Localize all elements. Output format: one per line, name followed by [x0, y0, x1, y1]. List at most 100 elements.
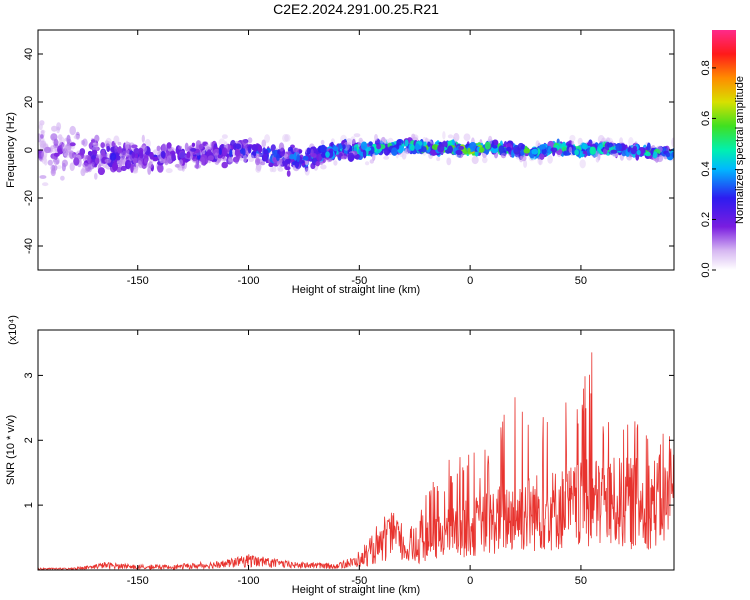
colorbar-tick-label: 0.4	[700, 161, 712, 176]
spectrogram-cell	[184, 142, 189, 152]
spectrogram-cell	[165, 156, 170, 161]
spectrogram-cell	[57, 134, 63, 141]
spectrogram-cell	[309, 146, 317, 154]
spectrogram-cell	[59, 142, 65, 148]
spectrogram-cell	[579, 159, 586, 169]
spectrogram-cell	[520, 149, 525, 156]
spectrogram-cell	[51, 125, 58, 132]
spectrogram-cell	[124, 141, 132, 150]
spectrogram-cell	[82, 162, 89, 168]
spectrogram-cell	[304, 168, 310, 176]
snr-x-tick-label: 0	[467, 575, 473, 587]
spectrogram-cell	[40, 134, 44, 139]
spectrogram-cell	[278, 157, 283, 163]
colorbar-tick-label: 0.2	[700, 212, 712, 227]
spectrogram-cell	[40, 134, 44, 139]
spectrogram-cell	[53, 165, 58, 171]
spectrogram-cell	[644, 151, 651, 157]
spectrogram-cell	[437, 143, 445, 153]
spectrogram-cell	[41, 150, 48, 160]
spectrogram-cell	[391, 147, 398, 156]
spectrogram-y-tick-label: 40	[23, 48, 35, 60]
spectrogram-cell	[111, 140, 116, 148]
spectrogram-cell	[44, 158, 48, 166]
spectrogram-cell	[76, 133, 80, 139]
spectrogram-cell	[538, 158, 543, 165]
spectrogram-cell	[40, 130, 45, 139]
spectrogram-cell	[411, 133, 416, 139]
colorbar-tick-label: 0.0	[700, 262, 712, 277]
spectrogram-cell	[271, 166, 277, 173]
spectrogram-cell	[226, 156, 233, 165]
spectrogram-cell	[255, 166, 262, 173]
spectrogram-cell	[157, 160, 164, 166]
spectrogram-cell	[53, 138, 59, 147]
spectrogram-cell	[82, 165, 86, 174]
spectrogram-cell	[195, 159, 199, 170]
spectrogram-cell	[636, 149, 641, 156]
spectrogram-cell	[104, 158, 112, 163]
spectrogram-cell	[131, 144, 138, 149]
spectrogram-cell	[105, 152, 111, 158]
spectrogram-cell	[257, 153, 263, 157]
spectrogram-cell	[50, 145, 56, 150]
spectrogram-cell	[87, 163, 95, 170]
spectrogram-cell	[401, 150, 407, 160]
spectrogram-cell	[414, 143, 420, 151]
snr-x-tick-label: -50	[351, 575, 367, 587]
spectrogram-cell	[75, 131, 80, 140]
spectrogram-cell	[192, 159, 199, 163]
spectrogram-cell	[152, 149, 159, 154]
spectrogram-cell	[214, 152, 219, 160]
spectrogram-cell	[38, 152, 44, 161]
spectrogram-cell	[353, 133, 361, 138]
spectrogram-cell	[75, 131, 80, 140]
spectrogram-cell	[141, 134, 145, 143]
spectrogram-cell	[56, 122, 62, 131]
spectrogram-cell	[658, 154, 664, 160]
spectrogram-cell	[161, 143, 167, 153]
spectrogram-cell	[132, 169, 139, 174]
spectrogram-cell	[353, 133, 361, 138]
spectrogram-cell	[171, 153, 176, 162]
spectrogram-cell	[53, 152, 60, 157]
spectrogram-cell	[53, 139, 58, 146]
spectrogram-cell	[130, 163, 134, 173]
spectrogram-cell	[207, 155, 214, 161]
spectrogram-cell	[539, 153, 545, 160]
spectrogram-cell	[202, 149, 206, 155]
spectrogram-cell	[39, 139, 47, 146]
spectrogram-cell	[582, 143, 588, 150]
spectrogram-cell	[124, 144, 132, 151]
spectrogram-x-tick-label: 50	[575, 275, 587, 287]
spectrogram-cell	[179, 152, 186, 159]
spectrogram-cell	[55, 159, 59, 165]
spectrogram-cell	[247, 137, 253, 144]
spectrogram-cell	[97, 167, 105, 176]
spectrogram-cell	[234, 148, 241, 157]
snr-y-tick-label: 1	[23, 502, 35, 508]
spectrogram-cell	[671, 151, 674, 158]
spectrogram-cell	[44, 146, 52, 154]
spectrogram-cell	[315, 160, 320, 167]
spectrogram-cell	[346, 138, 352, 145]
spectrogram-cell	[195, 164, 199, 169]
spectrogram-cell	[51, 164, 56, 172]
spectrogram-cell	[469, 142, 477, 150]
spectrogram-cell	[117, 147, 123, 154]
spectrogram-cell	[50, 168, 56, 177]
spectrogram-cell	[260, 161, 266, 166]
spectrogram-cell	[213, 148, 220, 156]
colorbar-ticks: 0.0 0.2 0.4 0.6 0.8	[700, 60, 716, 278]
spectrogram-cell	[191, 142, 195, 147]
spectrogram-cell	[181, 165, 185, 172]
spectrogram-cell	[53, 165, 58, 171]
spectrogram-cell	[69, 125, 76, 136]
spectrogram-cell	[67, 138, 72, 149]
spectrogram-cell	[38, 133, 42, 143]
spectrogram-cell	[156, 145, 161, 152]
spectrogram-cell	[255, 157, 261, 166]
spectrogram-cell	[242, 139, 248, 149]
spectrogram-cell	[63, 152, 70, 159]
spectrogram-cell	[343, 153, 347, 160]
